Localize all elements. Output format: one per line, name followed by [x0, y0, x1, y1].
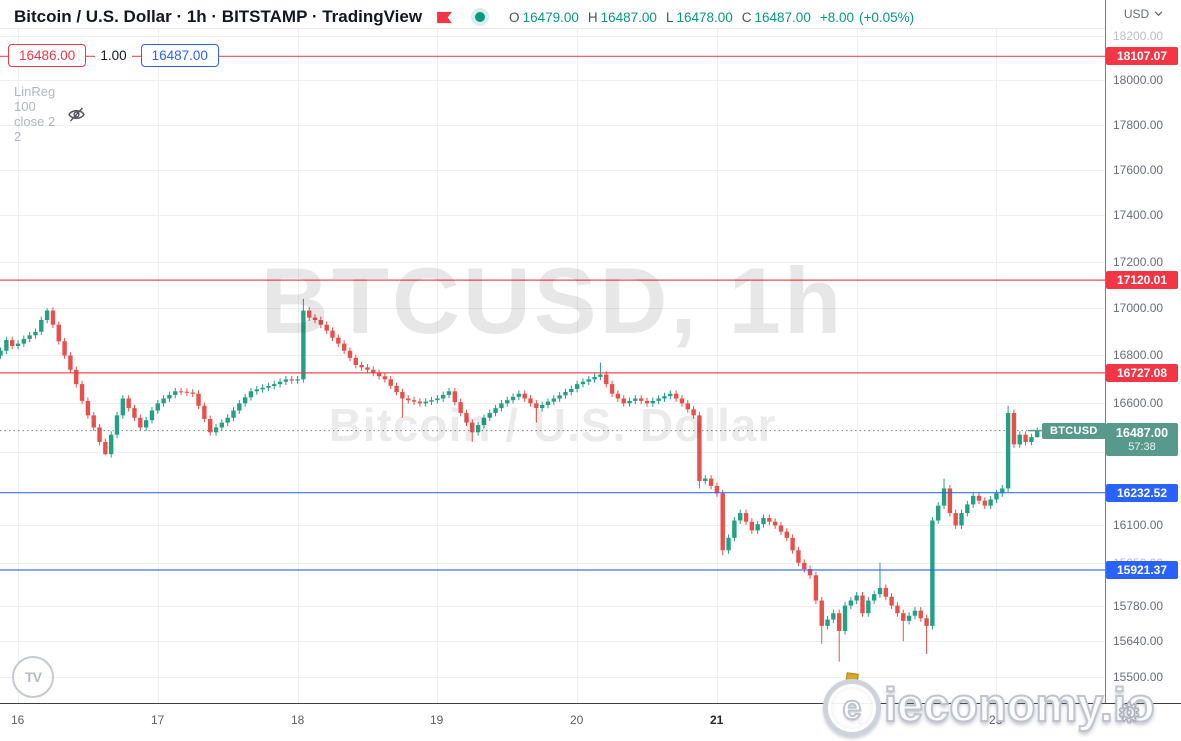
- sell-price-button[interactable]: 16486.00: [8, 44, 87, 67]
- change-value: +8.00: [819, 9, 854, 25]
- price-tick-label: 17000.00: [1113, 301, 1164, 315]
- price-tick-label: 17600.00: [1113, 163, 1164, 177]
- date-label: 21: [710, 713, 724, 727]
- open-label: O: [509, 9, 520, 25]
- eye-off-icon[interactable]: [67, 106, 86, 123]
- price-level-lines: [0, 55, 1105, 571]
- trade-panel-row: 16486.00 1.00 16487.00: [8, 44, 219, 67]
- price-level-label: 16727.08: [1106, 364, 1178, 382]
- date-label: 16: [11, 713, 25, 727]
- price-level-label: 18107.07: [1106, 47, 1178, 65]
- price-level-label: 16232.52: [1106, 484, 1178, 502]
- market-open-status-icon: [475, 12, 486, 22]
- date-label: 20: [570, 713, 584, 727]
- current-price-value: 16487.00: [1115, 426, 1169, 440]
- low-label: L: [665, 9, 674, 25]
- bar-countdown: 57:38: [1128, 441, 1156, 453]
- open-value: 16479.00: [522, 9, 579, 25]
- pane-top-separator: [0, 28, 1181, 29]
- time-axis-border: [0, 703, 1181, 704]
- time-axis-pane[interactable]: 16 17 18 19 20 21 22 23: [0, 704, 1181, 741]
- symbol-title[interactable]: Bitcoin / U.S. Dollar · 1h · BITSTAMP · …: [14, 7, 423, 26]
- close-value: 16487.00: [754, 9, 811, 25]
- current-price-label: 16487.00 57:38: [1106, 423, 1178, 456]
- high-value: 16487.00: [600, 9, 657, 25]
- price-axis-border: [1105, 0, 1106, 704]
- price-tick-label: 16100.00: [1113, 518, 1164, 532]
- price-tick-label: 15640.00: [1113, 634, 1164, 648]
- price-level-label: 17120.01: [1106, 271, 1178, 289]
- price-tick-label: 15500.00: [1113, 670, 1164, 684]
- currency-label: USD: [1123, 7, 1150, 21]
- buy-price-button[interactable]: 16487.00: [140, 44, 219, 67]
- price-tick-label: 18200.00: [1113, 29, 1164, 43]
- price-tick-label: 17800.00: [1113, 118, 1164, 132]
- indicator-title[interactable]: LinReg 100 close 2 2: [14, 84, 56, 144]
- date-label: 23: [989, 713, 1003, 727]
- tradingview-logo[interactable]: TV: [12, 656, 54, 698]
- close-label: C: [741, 9, 752, 25]
- ohlc-readout: O 16479.00 H 16487.00 L 16478.00 C 16487…: [509, 10, 919, 25]
- price-tick-label: 17200.00: [1113, 255, 1164, 269]
- price-tick-label: 18000.00: [1113, 73, 1164, 87]
- candlestick-series: [0, 298, 1040, 662]
- price-tick-label: 17400.00: [1113, 208, 1164, 222]
- change-percent: (+0.05%): [859, 9, 915, 25]
- gridlines: [0, 28, 1105, 703]
- date-label: 18: [291, 713, 305, 727]
- price-tick-label: 16800.00: [1113, 348, 1164, 362]
- price-axis-pane[interactable]: USD 18200.00 18000.00 17800.00 17600.00 1740…: [1106, 0, 1181, 703]
- indicator-legend-row: LinReg 100 close 2 2: [14, 84, 86, 144]
- tradingview-monogram: TV: [25, 669, 42, 685]
- low-value: 16478.00: [676, 9, 733, 25]
- price-tick-label: 15780.00: [1113, 599, 1164, 613]
- currency-selector[interactable]: USD: [1106, 0, 1181, 28]
- date-label: 19: [430, 713, 444, 727]
- high-label: H: [587, 9, 598, 25]
- spread-value: 1.00: [95, 45, 132, 66]
- price-tick-label: 16600.00: [1113, 396, 1164, 410]
- symbol-price-badge: BTCUSD: [1042, 423, 1106, 439]
- price-level-label: 15921.37: [1106, 561, 1178, 579]
- date-label: 22: [850, 713, 864, 727]
- flag-icon[interactable]: [436, 11, 453, 24]
- symbol-header-row: Bitcoin / U.S. Dollar · 1h · BITSTAMP · …: [14, 7, 919, 27]
- date-label: 17: [151, 713, 165, 727]
- chevron-down-icon: [1154, 11, 1163, 17]
